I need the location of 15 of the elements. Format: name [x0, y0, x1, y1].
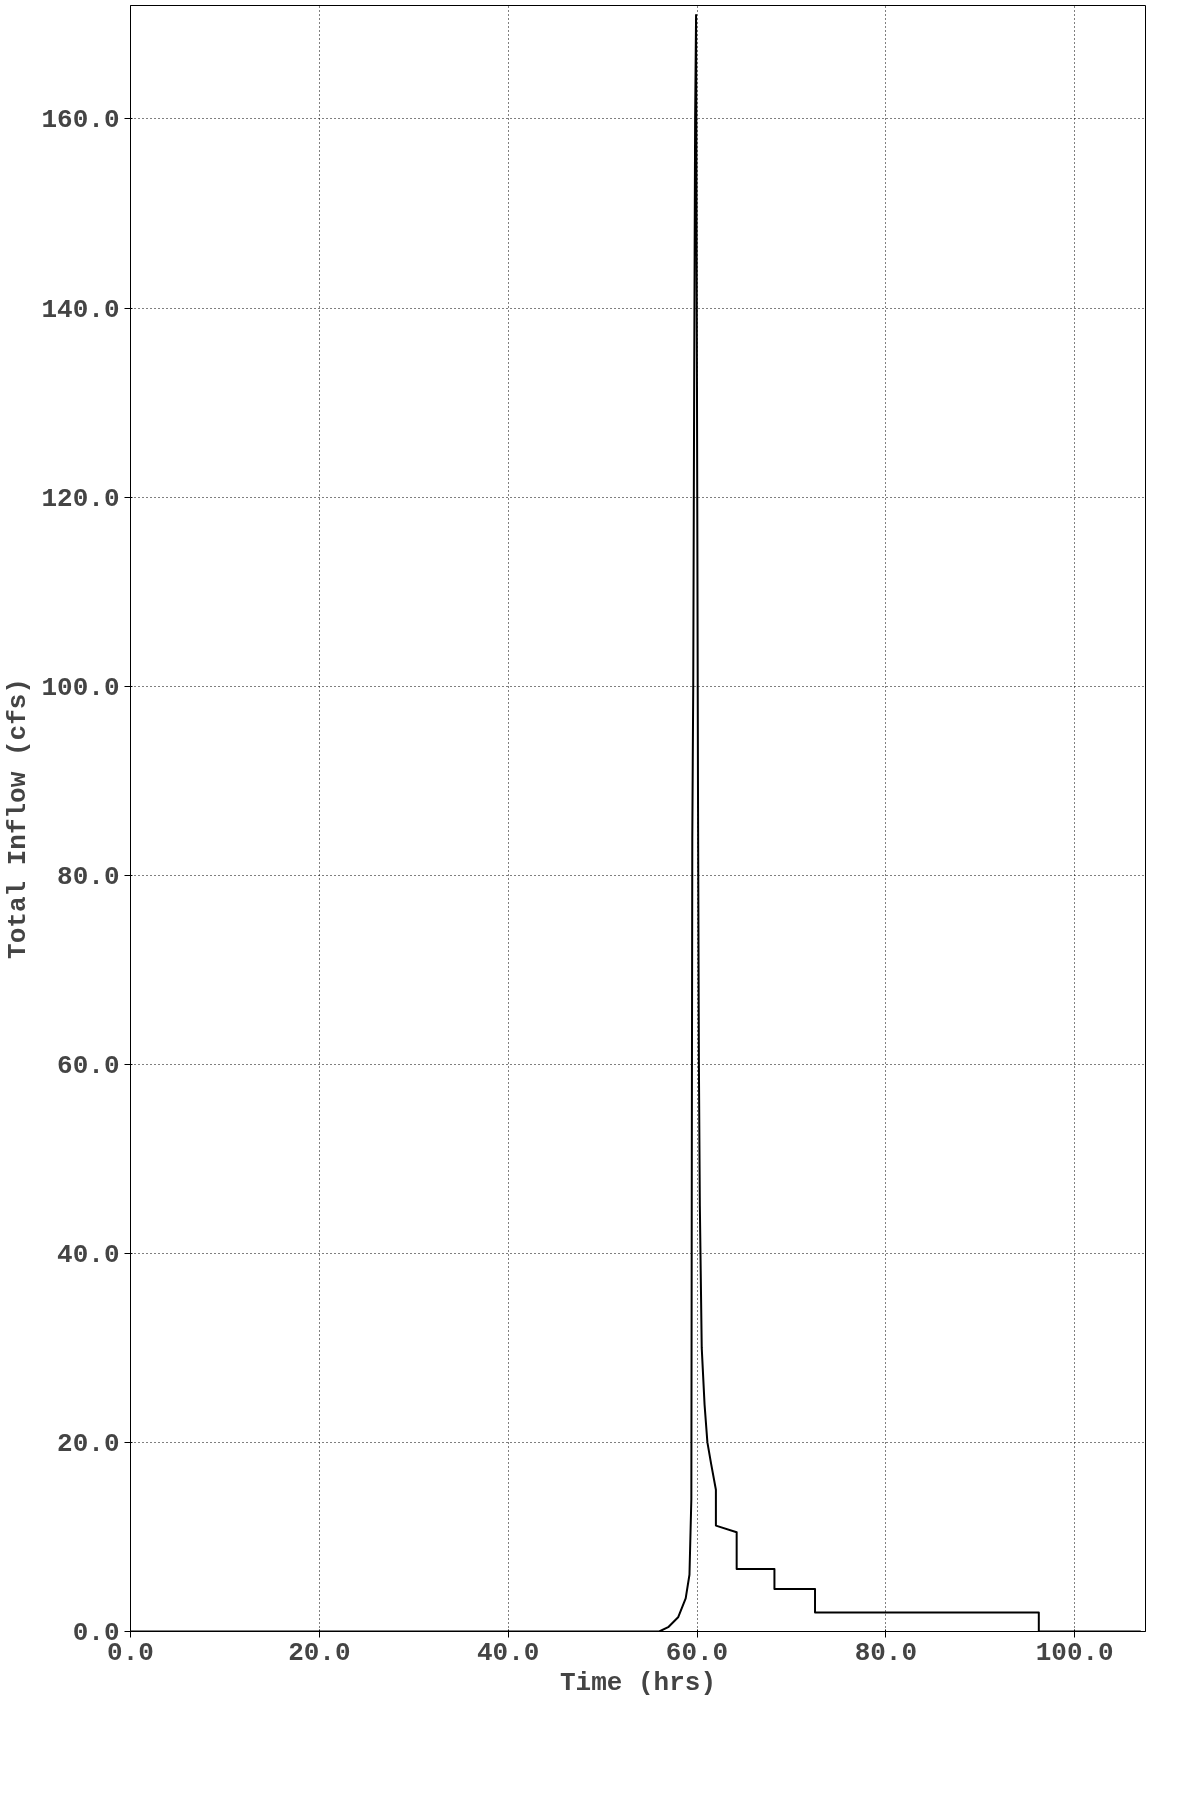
x-axis-title: Time (hrs): [559, 1667, 717, 1698]
x-tick-label: 20.0: [288, 1637, 351, 1668]
x-tick-label: 100.0: [1035, 1637, 1114, 1668]
x-tick-label: 80.0: [854, 1637, 918, 1668]
y-tick-label: 160.0: [41, 105, 120, 136]
y-tick-label: 20.0: [57, 1428, 120, 1459]
y-tick-label: 100.0: [41, 672, 120, 703]
y-tick-label: 140.0: [41, 294, 120, 325]
y-tick-label: 40.0: [57, 1239, 120, 1270]
x-tick-label: 40.0: [476, 1637, 540, 1668]
y-tick-label: 80.0: [57, 861, 120, 892]
y-axis-title: Total Inflow (cfs): [3, 678, 34, 959]
y-tick-label: 120.0: [41, 483, 120, 514]
x-tick-label: 60.0: [665, 1637, 729, 1668]
y-tick-label: 60.0: [57, 1050, 120, 1081]
